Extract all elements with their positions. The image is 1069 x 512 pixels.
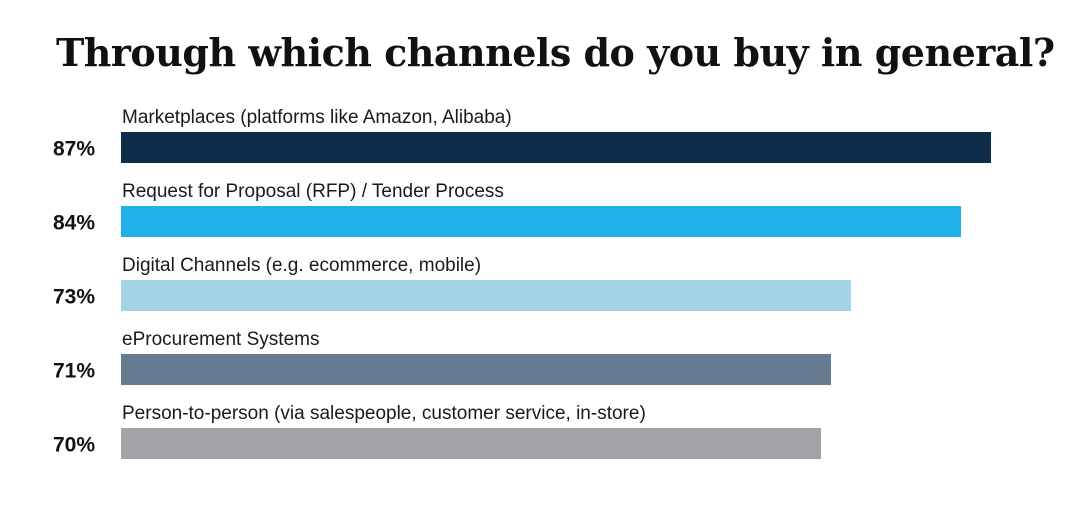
bar bbox=[121, 132, 991, 163]
category-label: Request for Proposal (RFP) / Tender Proc… bbox=[122, 181, 504, 202]
value-label: 84% bbox=[53, 212, 95, 235]
bar bbox=[121, 280, 851, 311]
category-label: Person-to-person (via salespeople, custo… bbox=[122, 403, 646, 424]
bar bbox=[121, 354, 831, 385]
chart-title: Through which channels do you buy in gen… bbox=[56, 30, 1055, 75]
value-label: 71% bbox=[53, 360, 95, 383]
bar bbox=[121, 428, 821, 459]
value-label: 73% bbox=[53, 286, 95, 309]
value-label: 87% bbox=[53, 138, 95, 161]
value-label: 70% bbox=[53, 434, 95, 457]
category-label: Marketplaces (platforms like Amazon, Ali… bbox=[122, 107, 512, 128]
category-label: Digital Channels (e.g. ecommerce, mobile… bbox=[122, 255, 481, 276]
category-label: eProcurement Systems bbox=[122, 329, 319, 350]
bar bbox=[121, 206, 961, 237]
